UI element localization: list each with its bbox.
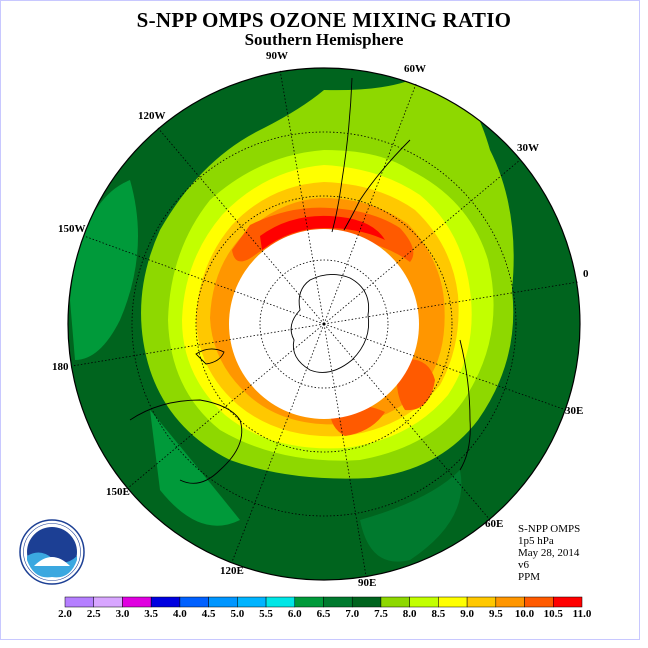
- colorbar-tick-label: 8.5: [431, 608, 446, 620]
- colorbar-tick-label: 4.5: [201, 608, 216, 620]
- south-america-west-coast: [331, 77, 353, 233]
- colorbar-tick-label: 5.5: [259, 608, 273, 620]
- australia-coast: [129, 399, 243, 484]
- colorbar-tick-label: 10.5: [543, 608, 563, 620]
- info-date: May 28, 2014: [518, 547, 580, 559]
- colorbar-tick-label: 7.5: [374, 608, 388, 620]
- graticule: [71, 69, 579, 577]
- antarctica-coastline: [290, 274, 370, 373]
- info-instrument: S-NPP OMPS: [518, 523, 581, 535]
- lon-label-150e: 150E: [106, 486, 130, 498]
- noaa-logo: [19, 519, 85, 585]
- ozone-patch-6.0: [70, 180, 138, 360]
- colorbar-ticks: 2.0 2.5 3.0 3.5 4.0 4.5 5.0 5.5 6.0 6.5 7.0 7.5 8.0 8…: [0, 608, 648, 622]
- colorbar-tick-label: 2.0: [58, 608, 72, 620]
- africa-coast: [459, 339, 471, 471]
- info-version: v6: [518, 559, 529, 571]
- colorbar-tick-label: 3.0: [115, 608, 130, 620]
- lon-label-180: 180: [52, 361, 69, 373]
- south-america-east-coast: [343, 139, 411, 231]
- map-border: [67, 67, 581, 581]
- lon-label-150w: 150W: [58, 223, 86, 235]
- lon-label-60e: 60E: [485, 518, 504, 530]
- colorbar-tick-label: 6.0: [287, 608, 302, 620]
- ozone-patch-6.0-b: [150, 410, 240, 526]
- map-subtitle: Southern Hemisphere: [244, 30, 404, 49]
- lon-label-90w: 90W: [266, 50, 288, 62]
- lon-label-90e: 90E: [358, 577, 377, 589]
- tasmania-coast: [195, 348, 225, 365]
- lon-label-60w: 60W: [404, 63, 426, 75]
- map-title: S-NPP OMPS OZONE MIXING RATIO: [136, 8, 512, 32]
- colorbar-tick-label: 9.5: [488, 608, 503, 620]
- lon-label-30w: 30W: [517, 142, 539, 154]
- lon-label-120e: 120E: [220, 565, 244, 577]
- colorbar-tick-label: 6.5: [316, 608, 331, 620]
- info-units: PPM: [518, 571, 541, 583]
- ozone-patch-10.0-b: [396, 359, 435, 411]
- colorbar-tick-label: 5.0: [230, 608, 245, 620]
- colorbar-tick-label: 11.0: [572, 608, 592, 620]
- ozone-patch-6.5: [360, 470, 462, 562]
- info-level: 1p5 hPa: [518, 535, 554, 547]
- ozone-band-10.5: [260, 215, 385, 250]
- colorbar-tick-label: 2.5: [86, 608, 101, 620]
- colorbar-tick-label: 7.0: [345, 608, 360, 620]
- colorbar-tick-label: 9.0: [460, 608, 474, 620]
- colorbar-tick-label: 10.0: [514, 608, 535, 620]
- colorbar-tick-label: 3.5: [144, 608, 159, 620]
- product-info: S-NPP OMPS 1p5 hPa May 28, 2014 v6 PPM: [518, 523, 580, 583]
- colorbar-tick-label: 4.0: [173, 608, 187, 620]
- lon-label-30e: 30E: [565, 405, 584, 417]
- figure-frame: [0, 0, 640, 640]
- lon-label-120w: 120W: [138, 110, 166, 122]
- colorbar-tick-label: 8.0: [402, 608, 417, 620]
- south-pole-marker: [322, 322, 326, 326]
- coastlines: [129, 77, 471, 484]
- lon-label-0: 0: [583, 268, 589, 280]
